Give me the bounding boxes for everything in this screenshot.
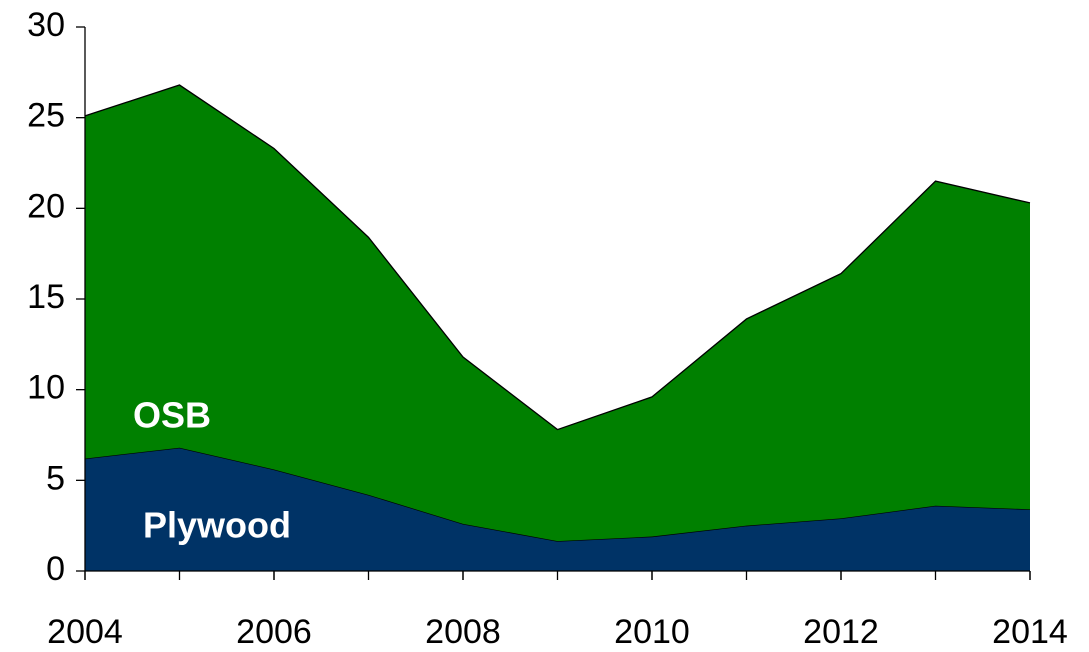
y-tick-label: 20 [27, 187, 65, 225]
area [85, 447, 1030, 571]
y-tick-label: 10 [27, 369, 65, 407]
y-tick-label: 5 [46, 459, 65, 497]
y-tick-label: 30 [27, 6, 65, 44]
x-tick-label: 2014 [992, 613, 1068, 651]
x-tick-label: 2008 [425, 613, 501, 651]
x-tick-label: 2006 [236, 613, 312, 651]
x-tick-label: 2004 [47, 613, 123, 651]
x-tick-label: 2012 [803, 613, 879, 651]
y-tick-label: 15 [27, 278, 65, 316]
y-tick-label: 0 [46, 550, 65, 588]
series-label: OSB [133, 395, 211, 436]
area [85, 85, 1030, 542]
series-label: Plywood [143, 505, 291, 546]
area-edge [84, 84, 1031, 431]
x-tick-label: 2010 [614, 613, 690, 651]
y-tick-label: 25 [27, 97, 65, 135]
